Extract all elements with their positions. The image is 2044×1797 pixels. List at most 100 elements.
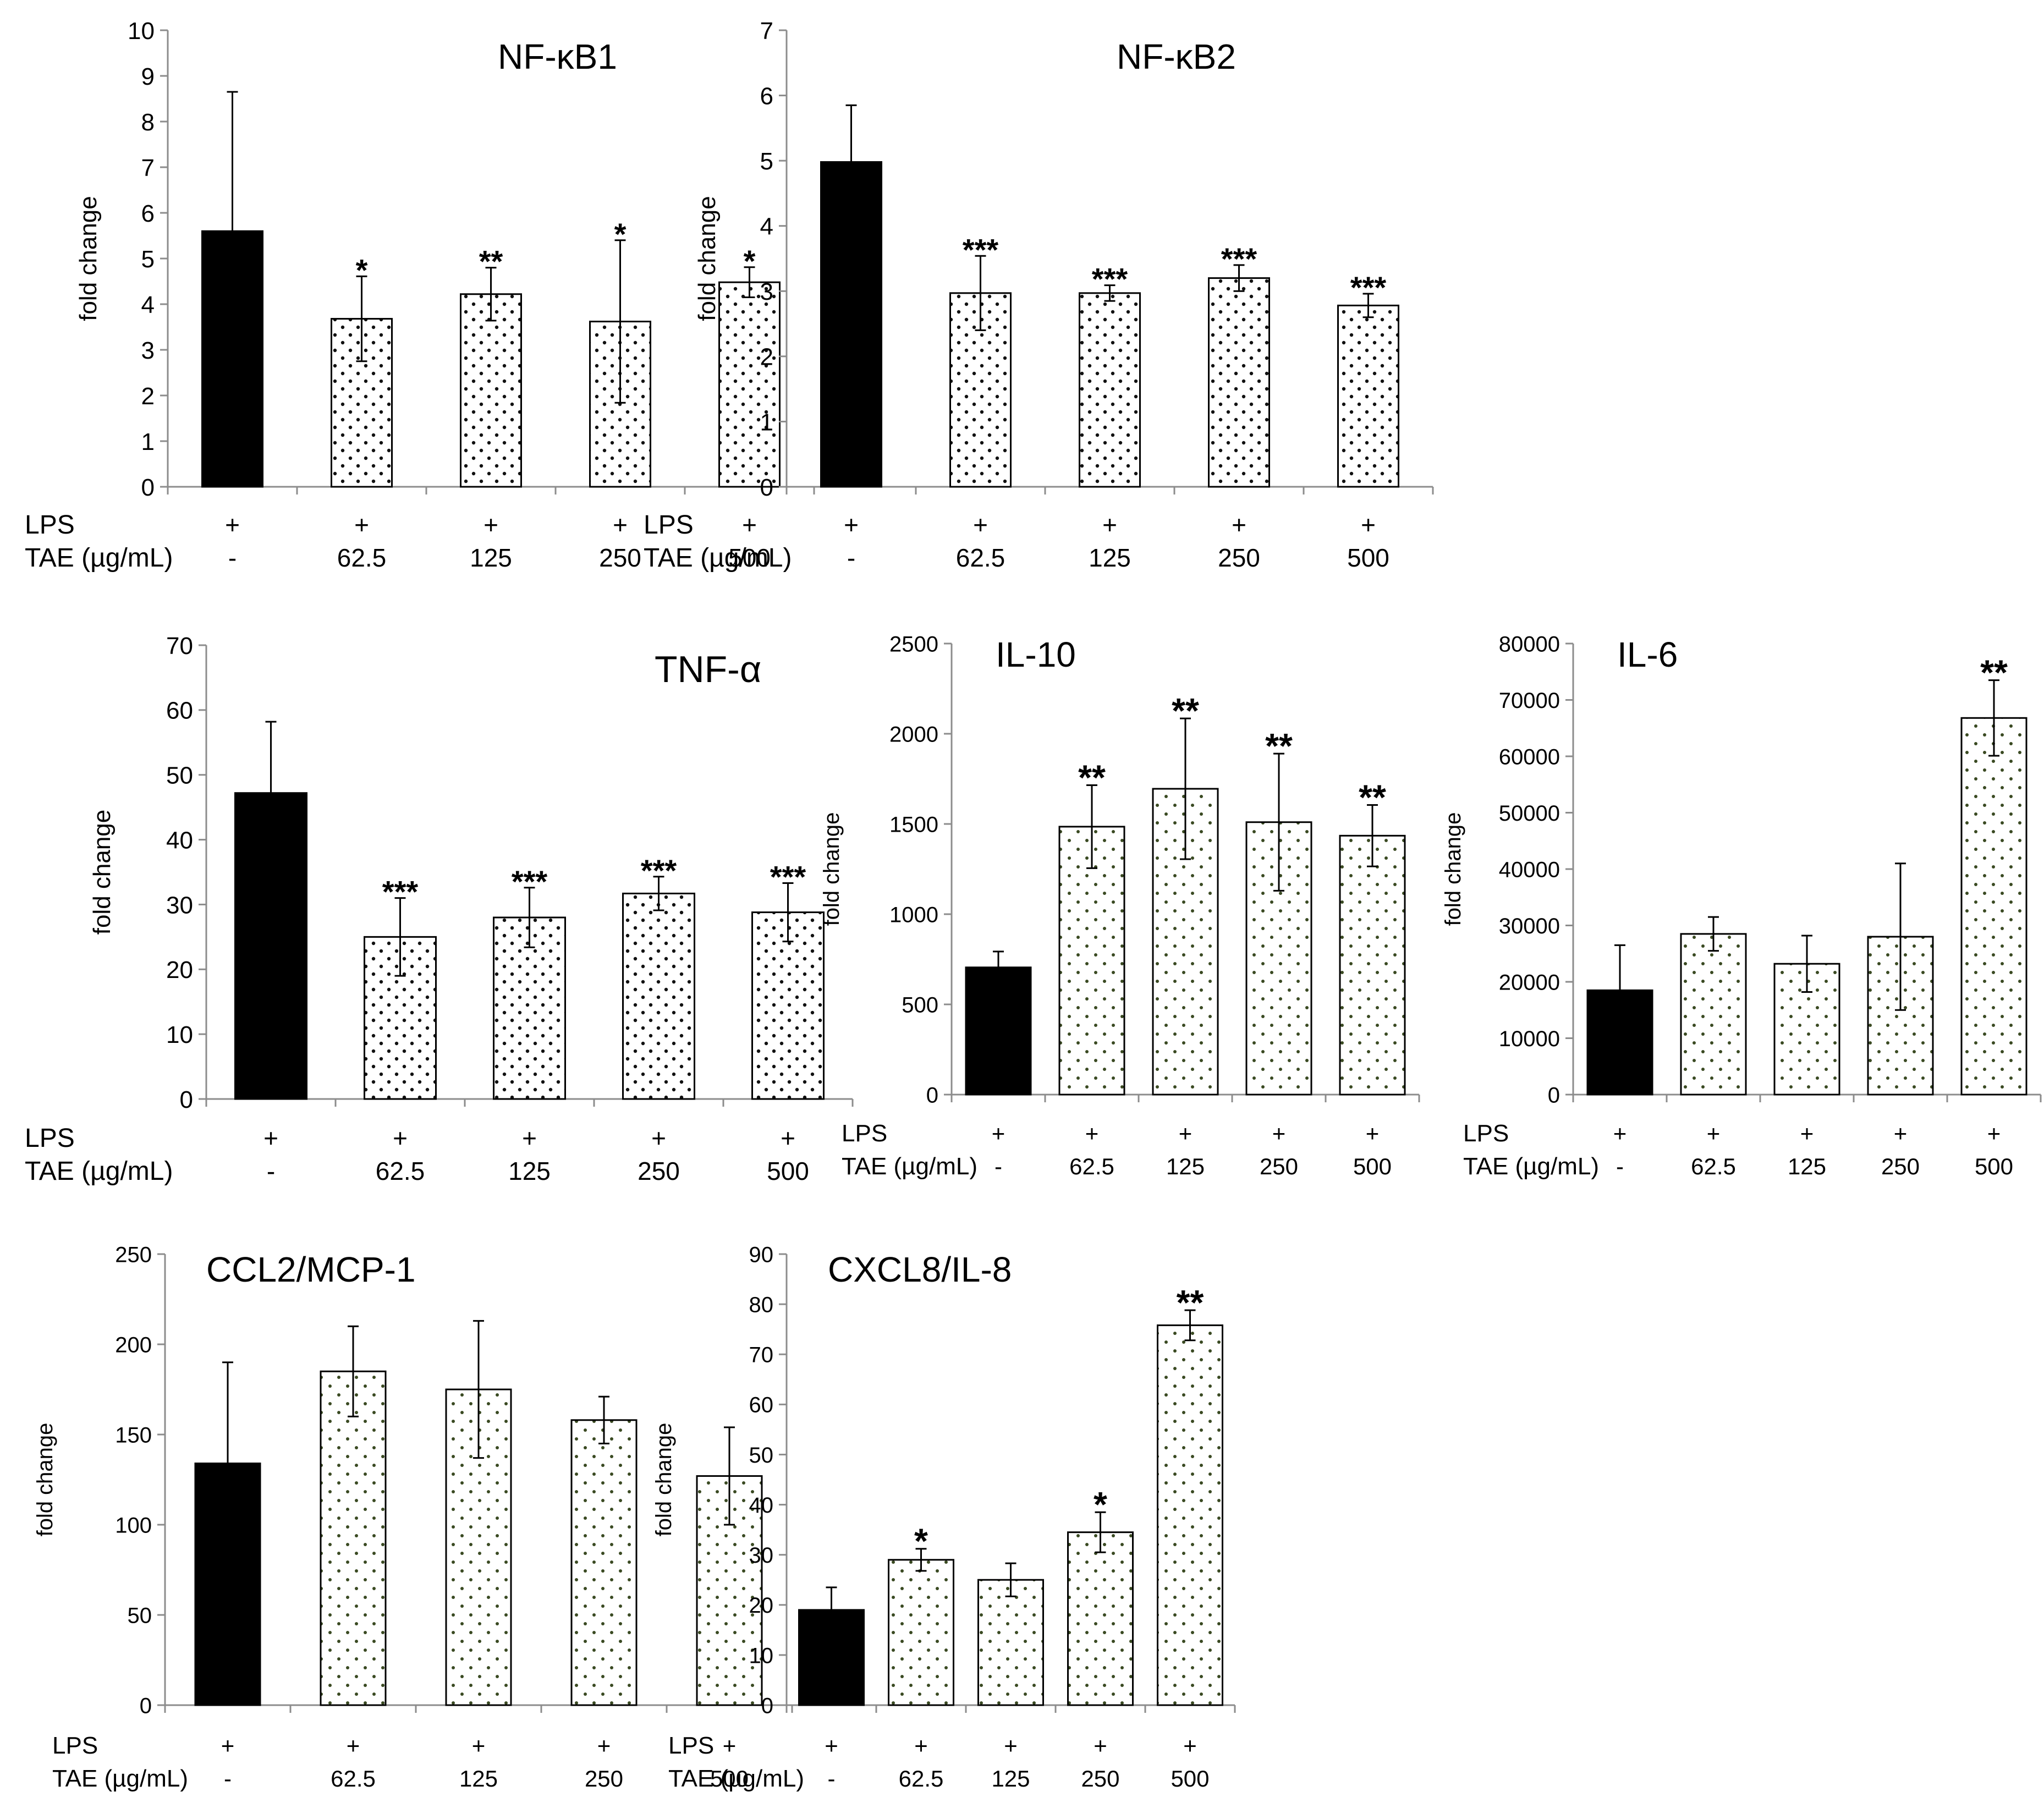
y-tick-label: 20 [166, 957, 193, 983]
lps-value-label: + [1094, 1733, 1107, 1758]
y-tick-label: 0 [1548, 1083, 1560, 1107]
tae-value-label: 500 [710, 1766, 749, 1791]
y-tick-label: 8 [141, 109, 155, 136]
significance-marker: *** [382, 875, 419, 909]
chart-title: NF-κB2 [1117, 37, 1236, 76]
tae-value-label: 125 [1166, 1153, 1205, 1179]
y-tick-label: 20000 [1499, 970, 1560, 994]
tae-value-label: 125 [1788, 1153, 1826, 1179]
chart-panel: 0 500 1000 1500 2000 2500 fold change IL-10 + - **… [820, 632, 1420, 1180]
tae-value-label: 62.5 [376, 1157, 425, 1185]
significance-marker: ** [1172, 691, 1199, 730]
significance-marker: *** [512, 864, 548, 899]
bar [460, 293, 522, 488]
y-tick-label: 50 [128, 1603, 152, 1628]
lps-value-label: + [723, 1733, 737, 1758]
tae-value-label: - [847, 543, 855, 572]
tae-value-label: 125 [459, 1766, 498, 1791]
y-tick-label: 80000 [1499, 632, 1560, 656]
lps-value-label: + [651, 1124, 666, 1152]
lps-value-label: + [1102, 510, 1117, 539]
lps-value-label: + [1272, 1120, 1286, 1146]
y-tick-label: 30000 [1499, 914, 1560, 938]
tae-row-label: TAE (µg/mL) [668, 1765, 804, 1792]
significance-marker: *** [641, 853, 677, 888]
y-tick-label: 2 [141, 383, 155, 410]
tae-value-label: 62.5 [899, 1766, 944, 1791]
y-tick-label: 3 [760, 278, 773, 305]
tae-value-label: 62.5 [1691, 1153, 1736, 1179]
significance-marker: ** [1078, 757, 1106, 797]
chart-panel: 0 10000 20000 30000 40000 50000 60000 70000 8000… [1441, 632, 2042, 1180]
lps-value-label: + [597, 1733, 611, 1758]
tae-value-label: - [228, 543, 237, 572]
y-tick-label: 6 [760, 83, 773, 109]
y-tick-label: 2500 [889, 632, 938, 656]
y-axis-label: fold change [820, 812, 844, 926]
lps-value-label: + [225, 510, 240, 539]
bar [1079, 292, 1141, 488]
significance-marker: ** [1177, 1283, 1204, 1322]
significance-marker: * [1094, 1485, 1107, 1524]
y-axis-label: fold change [89, 810, 116, 935]
y-tick-label: 50000 [1499, 801, 1560, 826]
tae-row-label: TAE (µg/mL) [644, 543, 792, 573]
lps-value-label: + [393, 1124, 408, 1152]
bar [320, 1370, 387, 1706]
tae-value-label: 500 [1347, 543, 1389, 572]
significance-marker: * [614, 217, 627, 251]
significance-marker: *** [963, 232, 999, 267]
lps-value-label: + [221, 1733, 235, 1758]
y-tick-label: 70000 [1499, 689, 1560, 713]
bar [1208, 277, 1270, 488]
bar [751, 911, 825, 1100]
y-tick-label: 0 [760, 474, 773, 501]
significance-marker: * [356, 252, 368, 287]
lps-value-label: + [844, 510, 859, 539]
y-tick-label: 150 [115, 1423, 152, 1447]
lps-value-label: + [1894, 1120, 1908, 1146]
tae-value-label: 250 [1218, 543, 1260, 572]
y-tick-label: 3 [141, 337, 155, 364]
y-tick-label: 20 [749, 1593, 774, 1618]
bar [1680, 933, 1747, 1096]
significance-marker: ** [1980, 653, 2008, 693]
lps-row-label: LPS [842, 1120, 887, 1147]
y-tick-label: 1 [141, 428, 155, 455]
tae-value-label: 250 [1081, 1766, 1119, 1791]
y-tick-label: 1500 [889, 812, 938, 837]
y-tick-label: 80 [749, 1293, 774, 1317]
bar [1157, 1324, 1223, 1706]
y-tick-label: 7 [141, 155, 155, 182]
tae-value-label: 500 [767, 1157, 809, 1185]
tae-value-label: 250 [638, 1157, 680, 1185]
y-tick-label: 100 [115, 1513, 152, 1537]
chart-title: NF-κB1 [498, 37, 617, 76]
y-tick-label: 4 [141, 292, 155, 318]
y-tick-label: 0 [180, 1086, 193, 1113]
lps-value-label: + [742, 510, 757, 539]
bar [977, 1579, 1044, 1706]
significance-marker: *** [1221, 241, 1257, 276]
tae-value-label: 250 [1260, 1153, 1298, 1179]
y-tick-label: 60000 [1499, 745, 1560, 769]
tae-value-label: 62.5 [331, 1766, 376, 1791]
chart-title: IL-10 [996, 635, 1076, 674]
lps-row-label: LPS [1463, 1120, 1509, 1147]
y-tick-label: 30 [749, 1543, 774, 1568]
lps-row-label: LPS [25, 1124, 75, 1153]
tae-value-label: 250 [599, 543, 641, 572]
y-tick-label: 60 [166, 697, 193, 724]
y-tick-label: 4 [760, 213, 773, 240]
y-tick-label: 70 [749, 1343, 774, 1367]
y-tick-label: 0 [140, 1694, 152, 1718]
lps-value-label: + [992, 1120, 1005, 1146]
y-tick-label: 0 [761, 1694, 773, 1718]
tae-value-label: 62.5 [1069, 1153, 1114, 1179]
y-tick-label: 7 [760, 18, 773, 45]
y-tick-label: 9 [141, 63, 155, 90]
lps-value-label: + [1707, 1120, 1721, 1146]
y-axis-label: fold change [33, 1423, 57, 1537]
